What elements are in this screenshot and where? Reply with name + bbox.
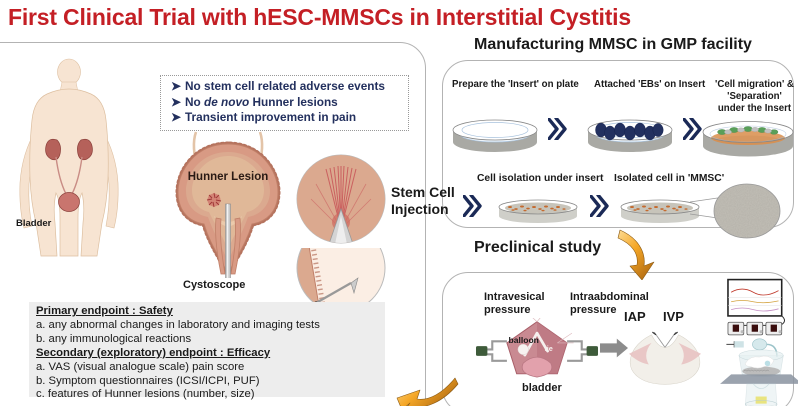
- svg-text:tie: tie: [544, 344, 553, 353]
- svg-text:Hunner Lesion: Hunner Lesion: [188, 171, 269, 183]
- svg-text:balloon: balloon: [509, 335, 539, 345]
- svg-text:Bladder: Bladder: [16, 218, 52, 229]
